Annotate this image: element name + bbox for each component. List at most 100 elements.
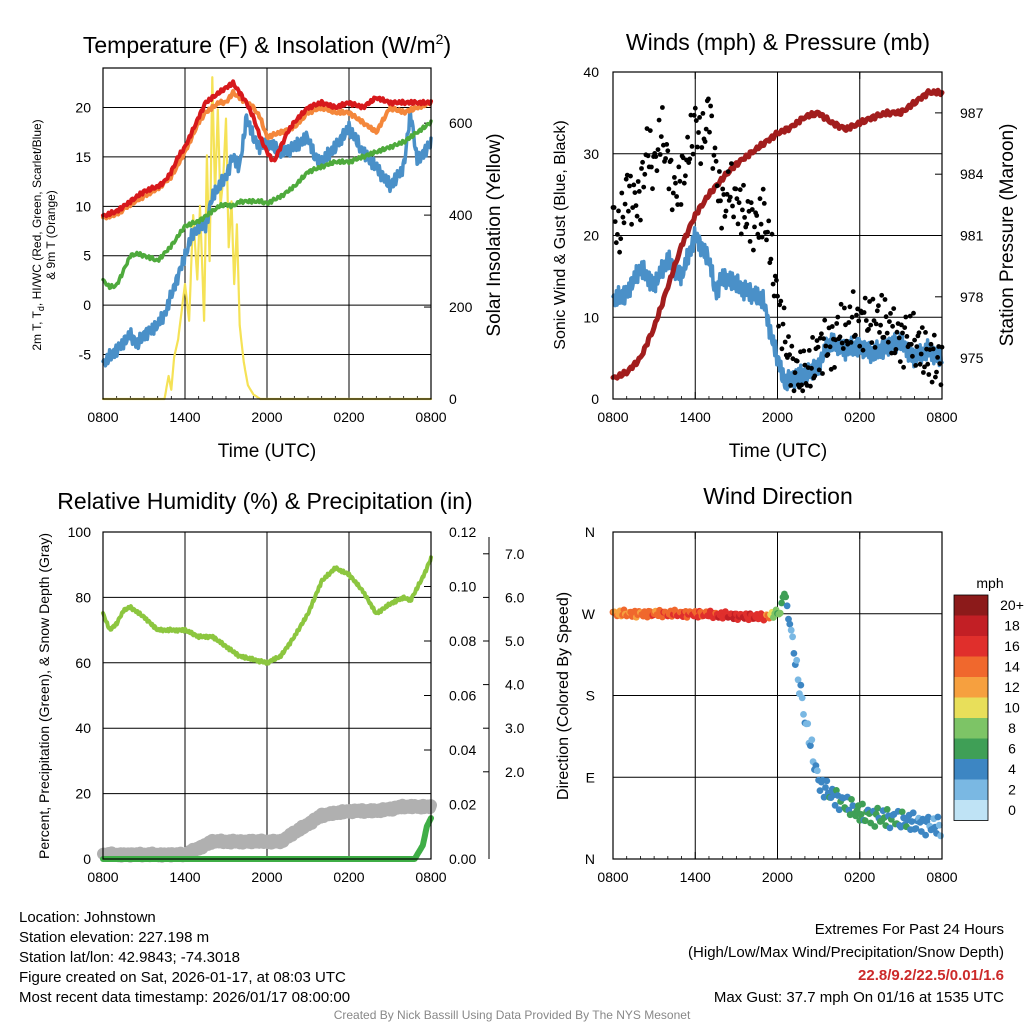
rh-plot-border [102, 531, 432, 860]
gust-point [820, 371, 825, 376]
gust-point [912, 337, 917, 343]
winds-y-tick-label: 10 [583, 309, 599, 325]
rh-y-label-left: Percent, Precipitation (Green), & Snow D… [36, 533, 52, 859]
gust-point [907, 313, 913, 319]
gust-point [656, 117, 662, 123]
legend-swatch [954, 779, 988, 800]
gust-point [615, 232, 620, 237]
legend-label: 16 [1004, 638, 1020, 654]
gust-point [874, 308, 880, 314]
legend-swatch [954, 677, 988, 698]
gust-point [642, 171, 648, 177]
gust-point [654, 168, 660, 174]
gust-point [937, 361, 943, 366]
gust-point [881, 334, 887, 340]
gust-point [854, 312, 859, 318]
wind-direction-point [831, 801, 839, 809]
gust-point [782, 339, 788, 345]
gust-point [897, 359, 903, 364]
gust-point [917, 361, 923, 367]
gust-point [800, 388, 806, 394]
gust-point [686, 160, 692, 166]
rh-precip-tick-label: 0.00 [449, 851, 476, 867]
wind-direction-point [800, 711, 807, 718]
gust-point [877, 330, 882, 335]
temp-x-label: Time (UTC) [218, 441, 317, 462]
gust-point [752, 224, 757, 230]
wind-direction-point [898, 808, 906, 816]
temp-y-tick-label: 0 [83, 297, 91, 313]
temp-y-label-right: Solar Insolation (Yellow) [484, 133, 505, 336]
max-gust: Max Gust: 37.7 mph On 01/16 at 1535 UTC [714, 989, 1004, 1006]
legend-swatch [954, 738, 988, 759]
gust-point [623, 176, 629, 182]
temp-x-tick-label: 1400 [169, 409, 200, 425]
gust-point [840, 346, 846, 351]
gust-point [670, 190, 676, 196]
gust-point [766, 218, 772, 224]
temp-y-tick-label: 15 [75, 149, 91, 165]
legend-label: 12 [1004, 679, 1020, 695]
temp-y-tick-label: 10 [75, 198, 91, 214]
gust-point [660, 105, 665, 110]
winds-y-right-tick-label: 975 [960, 350, 984, 366]
gust-point [690, 151, 696, 157]
gust-point [669, 207, 675, 213]
gust-point [748, 200, 754, 206]
winds-y-label-right: Station Pressure (Maroon) [997, 124, 1018, 347]
gust-point [757, 196, 763, 202]
wind-direction-point [783, 602, 791, 610]
gust-point [735, 221, 741, 227]
gust-point [911, 310, 916, 316]
gust-point [908, 341, 914, 347]
gust-point [628, 173, 633, 179]
gust-point [717, 169, 722, 174]
gust-point [765, 229, 770, 235]
rh-precip-tick-label: 0.06 [449, 688, 476, 704]
gust-point [925, 361, 931, 367]
gust-point [781, 305, 787, 311]
gust-point [882, 297, 888, 302]
gust-point [676, 164, 682, 170]
gust-point [708, 103, 713, 109]
gust-point [636, 189, 642, 194]
rh-precip-tick-label: 0.12 [449, 524, 476, 540]
wind-direction-point [786, 620, 794, 628]
gust-point [856, 318, 862, 324]
gust-point [664, 142, 670, 147]
rh-y-tick-label: 20 [75, 786, 91, 802]
dewpoint-line [101, 119, 433, 291]
gust-point [829, 324, 835, 329]
gust-point [759, 234, 765, 240]
wind-direction-point [816, 787, 824, 794]
gust-point [736, 200, 742, 206]
wind-direction-point [794, 676, 802, 684]
gust-point [767, 260, 773, 266]
gust-point [698, 161, 704, 167]
gust-point [619, 190, 625, 196]
gust-point [778, 298, 784, 304]
gust-point [812, 373, 818, 379]
snow-depth-tick-label: 6.0 [505, 589, 525, 605]
gust-point [734, 196, 740, 202]
winds-y-right-tick-label: 987 [960, 105, 984, 121]
gust-point [729, 161, 734, 167]
rh-x-tick-label: 2000 [251, 869, 282, 885]
gust-point [873, 321, 879, 327]
legend-label: 10 [1004, 700, 1020, 716]
gust-point [691, 112, 697, 118]
legend-label: 20+ [1000, 597, 1024, 613]
wdir-y-tick-label: S [586, 688, 595, 704]
gust-point [618, 236, 624, 242]
gust-point [808, 383, 813, 389]
gust-point [806, 348, 812, 353]
rh-precip-tick-label: 0.08 [449, 633, 476, 649]
gust-point [930, 346, 936, 352]
gust-point [712, 145, 718, 151]
rh-y-tick-label: 100 [68, 524, 92, 540]
wind-direction-point [857, 811, 865, 818]
gust-point [689, 144, 695, 149]
legend-swatch [954, 718, 988, 739]
rh-y-tick-label: 0 [83, 851, 91, 867]
wind-direction-point [924, 813, 932, 821]
